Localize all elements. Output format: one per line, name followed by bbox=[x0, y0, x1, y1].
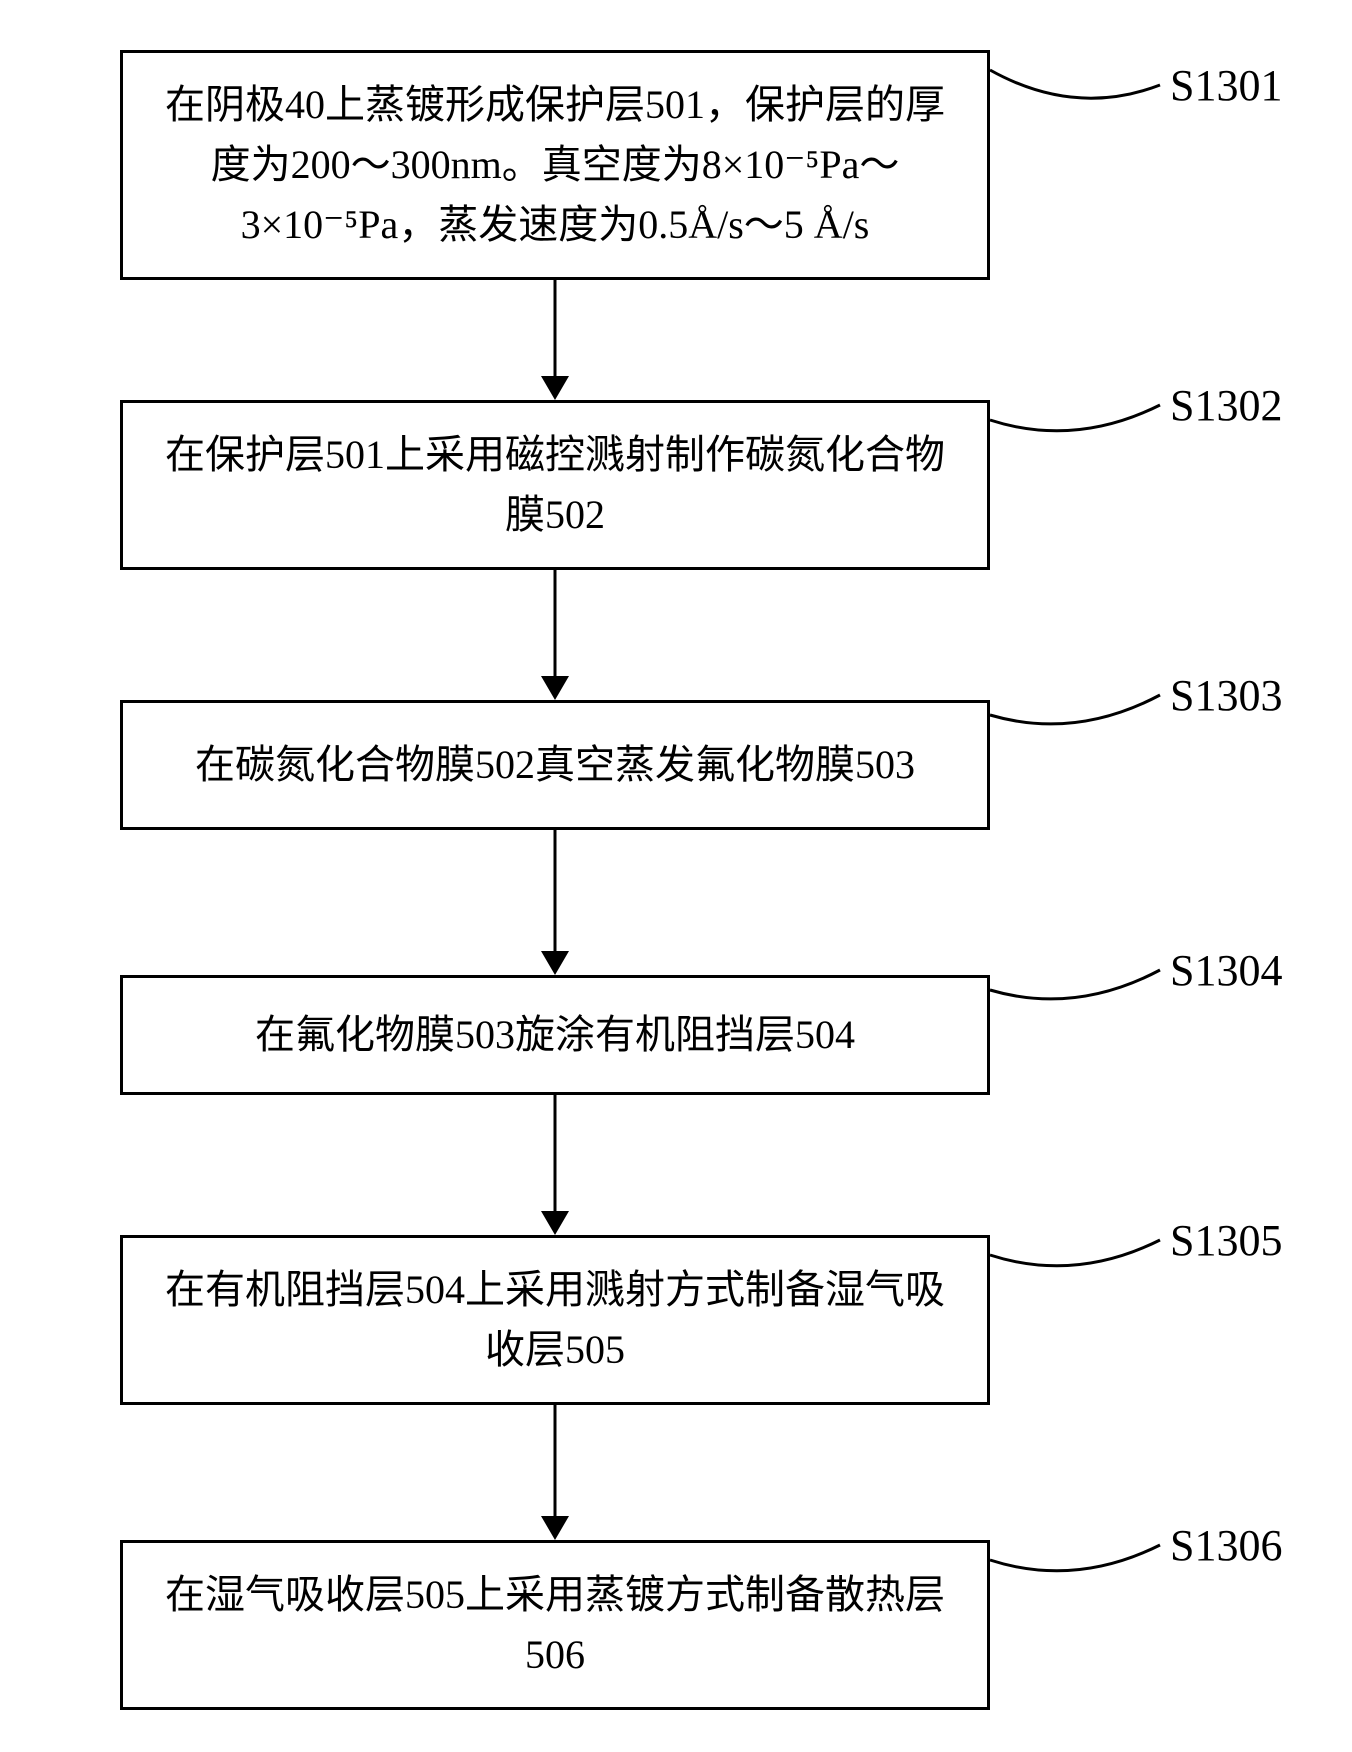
leader-line bbox=[980, 1190, 1170, 1305]
arrow-line bbox=[554, 280, 557, 376]
step-box-S1305: 在有机阻挡层504上采用溅射方式制备湿气吸收层505 bbox=[120, 1235, 990, 1405]
step-label-S1304: S1304 bbox=[1170, 945, 1282, 996]
arrow-head-icon bbox=[541, 951, 569, 975]
step-label-S1301: S1301 bbox=[1170, 60, 1282, 111]
arrow-head-icon bbox=[541, 376, 569, 400]
leader-line bbox=[980, 355, 1170, 470]
arrow-head-icon bbox=[541, 1211, 569, 1235]
step-label-S1305: S1305 bbox=[1170, 1215, 1282, 1266]
step-label-S1306: S1306 bbox=[1170, 1520, 1282, 1571]
leader-line bbox=[980, 20, 1170, 135]
step-text: 在阴极40上蒸镀形成保护层501，保护层的厚度为200～300nm。真空度为8×… bbox=[147, 75, 963, 255]
step-box-S1302: 在保护层501上采用磁控溅射制作碳氮化合物膜502 bbox=[120, 400, 990, 570]
arrow-line bbox=[554, 830, 557, 951]
leader-line bbox=[980, 1495, 1170, 1610]
arrow-line bbox=[554, 1095, 557, 1211]
step-box-S1306: 在湿气吸收层505上采用蒸镀方式制备散热层506 bbox=[120, 1540, 990, 1710]
step-text: 在保护层501上采用磁控溅射制作碳氮化合物膜502 bbox=[147, 425, 963, 545]
arrow-line bbox=[554, 570, 557, 676]
step-box-S1301: 在阴极40上蒸镀形成保护层501，保护层的厚度为200～300nm。真空度为8×… bbox=[120, 50, 990, 280]
leader-line bbox=[980, 645, 1170, 765]
step-text: 在湿气吸收层505上采用蒸镀方式制备散热层506 bbox=[147, 1565, 963, 1685]
step-label-S1303: S1303 bbox=[1170, 670, 1282, 721]
arrow-head-icon bbox=[541, 676, 569, 700]
leader-line bbox=[980, 920, 1170, 1040]
arrow-line bbox=[554, 1405, 557, 1516]
flowchart-canvas: 在阴极40上蒸镀形成保护层501，保护层的厚度为200～300nm。真空度为8×… bbox=[0, 0, 1352, 1752]
step-box-S1303: 在碳氮化合物膜502真空蒸发氟化物膜503 bbox=[120, 700, 990, 830]
step-text: 在碳氮化合物膜502真空蒸发氟化物膜503 bbox=[195, 735, 915, 795]
step-label-S1302: S1302 bbox=[1170, 380, 1282, 431]
arrow-head-icon bbox=[541, 1516, 569, 1540]
step-text: 在有机阻挡层504上采用溅射方式制备湿气吸收层505 bbox=[147, 1260, 963, 1380]
step-text: 在氟化物膜503旋涂有机阻挡层504 bbox=[255, 1005, 855, 1065]
step-box-S1304: 在氟化物膜503旋涂有机阻挡层504 bbox=[120, 975, 990, 1095]
